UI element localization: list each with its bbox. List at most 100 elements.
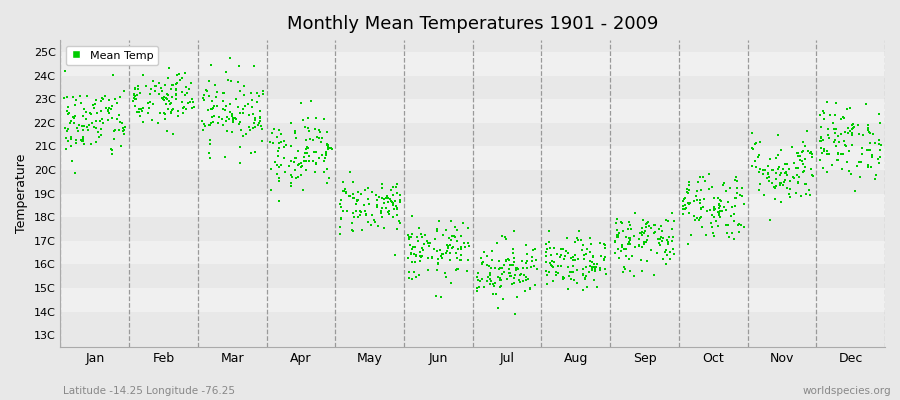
Point bbox=[353, 208, 367, 214]
Point bbox=[202, 78, 217, 84]
Point bbox=[692, 200, 706, 206]
Point bbox=[348, 208, 363, 214]
Point bbox=[429, 225, 444, 232]
Point bbox=[438, 226, 453, 233]
Point bbox=[722, 234, 736, 240]
Point bbox=[349, 200, 364, 207]
Point bbox=[752, 138, 767, 145]
Point bbox=[832, 138, 846, 145]
Point bbox=[84, 141, 98, 148]
Point bbox=[147, 78, 161, 84]
Point bbox=[745, 163, 760, 170]
Point bbox=[687, 198, 701, 204]
Point bbox=[493, 283, 508, 289]
Point bbox=[338, 187, 352, 194]
Point bbox=[59, 108, 74, 114]
Point bbox=[168, 92, 183, 98]
Point bbox=[409, 252, 423, 259]
Point bbox=[842, 130, 856, 136]
Point bbox=[501, 255, 516, 262]
Point bbox=[176, 105, 190, 112]
Point bbox=[436, 250, 450, 257]
Point bbox=[488, 265, 502, 271]
Point bbox=[354, 191, 368, 197]
Point bbox=[333, 201, 347, 207]
Point bbox=[158, 116, 172, 122]
Point bbox=[196, 95, 211, 101]
Point bbox=[728, 177, 742, 184]
Point bbox=[779, 169, 794, 176]
Point bbox=[733, 192, 747, 199]
Point bbox=[143, 86, 157, 92]
Point bbox=[795, 158, 809, 165]
Point bbox=[693, 174, 707, 180]
Point bbox=[202, 93, 217, 100]
Point bbox=[244, 90, 258, 96]
Point bbox=[499, 257, 513, 263]
Point bbox=[223, 109, 238, 115]
Point bbox=[519, 251, 534, 258]
Point bbox=[544, 258, 559, 264]
Point bbox=[454, 232, 469, 239]
Point bbox=[315, 134, 329, 141]
Point bbox=[136, 61, 150, 67]
Point bbox=[841, 130, 855, 136]
Point bbox=[695, 223, 709, 230]
Point bbox=[245, 97, 259, 103]
Point bbox=[445, 244, 459, 251]
Point bbox=[250, 122, 265, 128]
Point bbox=[716, 204, 731, 210]
Point bbox=[586, 254, 600, 260]
Point bbox=[159, 96, 174, 103]
Point bbox=[407, 269, 421, 276]
Point bbox=[798, 181, 813, 188]
Point bbox=[317, 169, 331, 176]
Point bbox=[485, 248, 500, 254]
Point bbox=[616, 264, 631, 270]
Point bbox=[251, 93, 266, 99]
Point bbox=[681, 179, 696, 186]
Point bbox=[773, 182, 788, 188]
Point bbox=[822, 135, 836, 141]
Point bbox=[402, 234, 417, 240]
Point bbox=[175, 75, 189, 81]
Point bbox=[450, 266, 464, 272]
Point bbox=[859, 101, 873, 108]
Point bbox=[307, 149, 321, 155]
Point bbox=[661, 239, 675, 245]
Point bbox=[526, 262, 541, 269]
Point bbox=[272, 164, 286, 170]
Point bbox=[713, 203, 727, 209]
Point bbox=[415, 253, 429, 259]
Point bbox=[384, 187, 399, 193]
Point bbox=[819, 169, 833, 175]
Point bbox=[662, 256, 677, 262]
Point bbox=[778, 170, 793, 176]
Point bbox=[625, 253, 639, 259]
Point bbox=[313, 139, 328, 145]
Point bbox=[539, 253, 554, 259]
Point bbox=[346, 228, 361, 234]
Point bbox=[346, 195, 360, 202]
Point bbox=[653, 234, 668, 240]
Point bbox=[379, 205, 393, 211]
Point bbox=[835, 166, 850, 172]
Point bbox=[443, 250, 457, 256]
Point bbox=[494, 233, 508, 239]
Point bbox=[774, 199, 788, 206]
Point bbox=[135, 108, 149, 114]
Point bbox=[143, 90, 157, 97]
Point bbox=[104, 115, 119, 122]
Point bbox=[507, 250, 521, 256]
Point bbox=[681, 240, 696, 247]
Point bbox=[734, 222, 748, 228]
Point bbox=[862, 140, 877, 146]
Point bbox=[599, 271, 614, 277]
Point bbox=[272, 174, 286, 181]
Point bbox=[112, 94, 127, 100]
Point bbox=[78, 109, 93, 116]
Point bbox=[268, 159, 283, 165]
Point bbox=[319, 148, 333, 155]
Point bbox=[492, 266, 507, 272]
Point bbox=[419, 238, 434, 244]
